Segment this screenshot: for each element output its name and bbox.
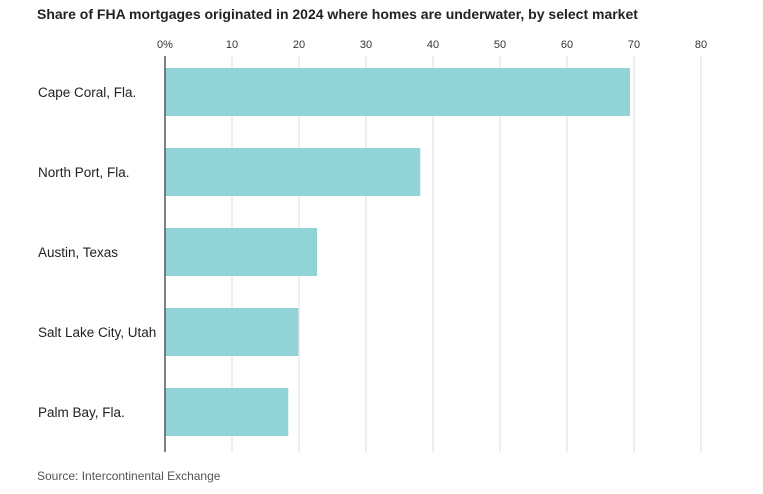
x-tick-label: 30 xyxy=(360,39,372,51)
category-label: Austin, Texas xyxy=(38,245,118,260)
bar xyxy=(165,148,421,196)
x-tick-label: 10 xyxy=(226,39,238,51)
x-tick-label: 60 xyxy=(561,39,573,51)
bar xyxy=(165,388,289,436)
source-note: Source: Intercontinental Exchange xyxy=(37,469,221,483)
x-tick-label: 20 xyxy=(293,39,305,51)
x-tick-label: 80 xyxy=(695,39,707,51)
category-label: Salt Lake City, Utah xyxy=(38,325,156,340)
x-tick-label: 0% xyxy=(157,39,173,51)
category-label: Cape Coral, Fla. xyxy=(38,85,136,100)
x-tick-label: 70 xyxy=(628,39,640,51)
bar xyxy=(165,228,318,276)
category-label: North Port, Fla. xyxy=(38,165,130,180)
x-tick-label: 40 xyxy=(427,39,439,51)
chart-title: Share of FHA mortgages originated in 202… xyxy=(37,6,638,22)
x-tick-label: 50 xyxy=(494,39,506,51)
bar xyxy=(165,308,299,356)
bar xyxy=(165,68,630,116)
category-label: Palm Bay, Fla. xyxy=(38,405,125,420)
